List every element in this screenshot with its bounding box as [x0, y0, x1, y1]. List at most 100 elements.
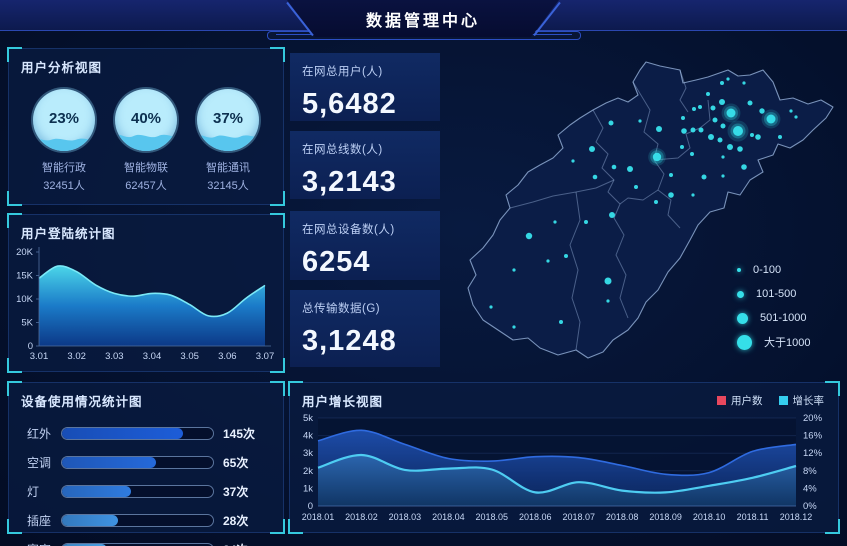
- gauge-label: 智能行政: [42, 162, 86, 174]
- bar-category-label: 插座: [27, 514, 52, 528]
- wave-shape: [33, 138, 95, 151]
- svg-text:4%: 4%: [803, 483, 817, 494]
- svg-text:10K: 10K: [16, 294, 34, 305]
- gauge-count: 62457人: [125, 180, 167, 192]
- svg-text:5K: 5K: [21, 318, 33, 329]
- gauge-count: 32145人: [207, 180, 249, 192]
- gauge-group: 23% 智能行政 32451人 40% 智能物联 62457人 37%: [9, 76, 283, 193]
- stat-value: 3,2143: [302, 166, 397, 198]
- svg-text:2018.09: 2018.09: [649, 512, 682, 522]
- bar-track[interactable]: [61, 485, 214, 498]
- legend-label: 大于1000: [764, 337, 811, 349]
- svg-text:3.07: 3.07: [256, 351, 275, 362]
- svg-text:3.06: 3.06: [218, 351, 237, 362]
- gauge-item: 23% 智能行政 32451人: [27, 89, 101, 193]
- svg-text:2018.03: 2018.03: [389, 512, 422, 522]
- liquid-gauge[interactable]: 40%: [115, 89, 177, 151]
- growth-legend: 用户数 增长率: [717, 385, 824, 408]
- svg-text:2018.11: 2018.11: [737, 512, 769, 522]
- svg-text:2018.08: 2018.08: [606, 512, 639, 522]
- svg-text:20K: 20K: [16, 247, 34, 258]
- liquid-gauge[interactable]: 37%: [197, 89, 259, 151]
- bar-value: 65次: [223, 456, 249, 470]
- bar-fill: [62, 515, 118, 526]
- province-map[interactable]: [428, 40, 847, 380]
- map-inner-borders: [509, 69, 711, 351]
- panel-user-growth: 用户增长视图 用户数 增长率: [288, 381, 840, 534]
- svg-text:0: 0: [28, 341, 33, 352]
- svg-text:2018.07: 2018.07: [562, 512, 595, 522]
- bar-track[interactable]: [61, 456, 214, 469]
- svg-text:2018.04: 2018.04: [432, 512, 465, 522]
- legend-dot-icon: [737, 290, 744, 298]
- svg-text:3k: 3k: [303, 448, 313, 459]
- bar-fill: [62, 457, 156, 468]
- map-legend: 0-100 101-500 501-1000 大于1000: [737, 258, 810, 354]
- gauge-label: 智能通讯: [206, 162, 250, 174]
- bar-category-label: 空调: [27, 456, 52, 470]
- gauge-percent: 40%: [130, 109, 162, 127]
- panel-title: 用户分析视图: [21, 61, 103, 75]
- bar-value: 145次: [223, 427, 256, 441]
- gauge-item: 40% 智能物联 62457人: [109, 89, 183, 193]
- legend-item-rate[interactable]: 增长率: [778, 393, 825, 408]
- map-legend-item: 0-100: [737, 258, 810, 282]
- legend-item-users[interactable]: 用户数: [717, 393, 763, 408]
- svg-text:12%: 12%: [803, 448, 823, 459]
- legend-swatch-rate: [778, 396, 788, 405]
- map-legend-item: 101-500: [737, 282, 810, 306]
- bar-row: 插座 28次: [27, 512, 269, 529]
- svg-text:8%: 8%: [803, 466, 817, 477]
- panel-title: 用户登陆统计图: [21, 227, 116, 241]
- svg-text:3.03: 3.03: [105, 351, 124, 362]
- legend-label: 增长率: [792, 395, 825, 407]
- gauge-percent: 23%: [48, 109, 80, 127]
- stat-label: 在网总设备数(人): [302, 224, 395, 236]
- legend-label: 501-1000: [760, 312, 807, 324]
- bar-fill: [62, 486, 132, 497]
- svg-text:2018.05: 2018.05: [476, 512, 509, 522]
- legend-dot-icon: [737, 312, 748, 324]
- stat-label: 在网总线数(人): [302, 144, 383, 156]
- map-legend-item: 大于1000: [737, 330, 810, 354]
- svg-text:0%: 0%: [803, 501, 817, 512]
- panel-title: 用户增长视图: [302, 395, 384, 409]
- gauge-count: 32451人: [43, 180, 85, 192]
- svg-text:0: 0: [308, 501, 313, 512]
- stat-label: 在网总用户(人): [302, 66, 383, 78]
- bar-row: 窗帘 24次: [27, 541, 269, 546]
- map-data-dots: [489, 77, 798, 329]
- stat-card-total-data: 总传输数据(G) 3,1248: [290, 290, 440, 367]
- growth-area-chart[interactable]: 0 1k 2k 3k 4k 5k 0% 4% 8% 12% 16% 20% 2018.01 2018.02…: [290, 410, 832, 532]
- stat-card-online-lines: 在网总线数(人) 3,2143: [290, 131, 440, 199]
- svg-text:1k: 1k: [303, 483, 313, 494]
- login-area-chart[interactable]: 0 5K 10K 15K 20K 3.01 3.02 3.03 3.04 3.05 3.06 3.07: [9, 242, 277, 370]
- bar-value: 28次: [223, 514, 249, 528]
- panel-title: 设备使用情况统计图: [21, 395, 143, 409]
- wave-shape: [115, 134, 177, 151]
- stat-value: 5,6482: [302, 88, 397, 120]
- map-legend-item: 501-1000: [737, 306, 810, 330]
- stat-card-online-users: 在网总用户(人) 5,6482: [290, 53, 440, 121]
- gauge-percent: 37%: [212, 109, 244, 127]
- svg-text:2018.12: 2018.12: [780, 512, 813, 522]
- bar-category-label: 红外: [27, 427, 52, 441]
- bar-value: 37次: [223, 485, 249, 499]
- bar-track[interactable]: [61, 427, 214, 440]
- bar-track[interactable]: [61, 514, 214, 527]
- bar-category-label: 窗帘: [27, 541, 61, 546]
- stat-value: 6254: [302, 246, 371, 278]
- liquid-gauge[interactable]: 23%: [33, 89, 95, 151]
- stat-card-online-devices: 在网总设备数(人) 6254: [290, 211, 440, 280]
- svg-text:2018.06: 2018.06: [519, 512, 552, 522]
- bar-value: 24次: [214, 541, 269, 546]
- gauge-label: 智能物联: [124, 162, 168, 174]
- map-regions: [467, 61, 834, 359]
- panel-login-stats: 用户登陆统计图 0 5K 10K 15K 20K 3.01 3.02 3.03 3.04 3.05…: [7, 213, 285, 373]
- svg-text:2k: 2k: [303, 466, 313, 477]
- legend-label: 用户数: [731, 395, 763, 407]
- svg-text:2018.02: 2018.02: [345, 512, 378, 522]
- stat-value: 3,1248: [302, 325, 397, 357]
